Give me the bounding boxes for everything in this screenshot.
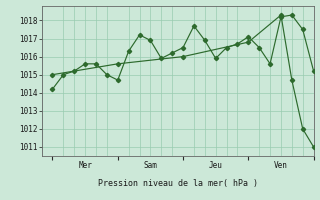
Text: Jeu: Jeu	[209, 161, 223, 170]
Text: Sam: Sam	[143, 161, 157, 170]
X-axis label: Pression niveau de la mer( hPa ): Pression niveau de la mer( hPa )	[98, 179, 258, 188]
Text: Ven: Ven	[274, 161, 288, 170]
Text: Mer: Mer	[78, 161, 92, 170]
